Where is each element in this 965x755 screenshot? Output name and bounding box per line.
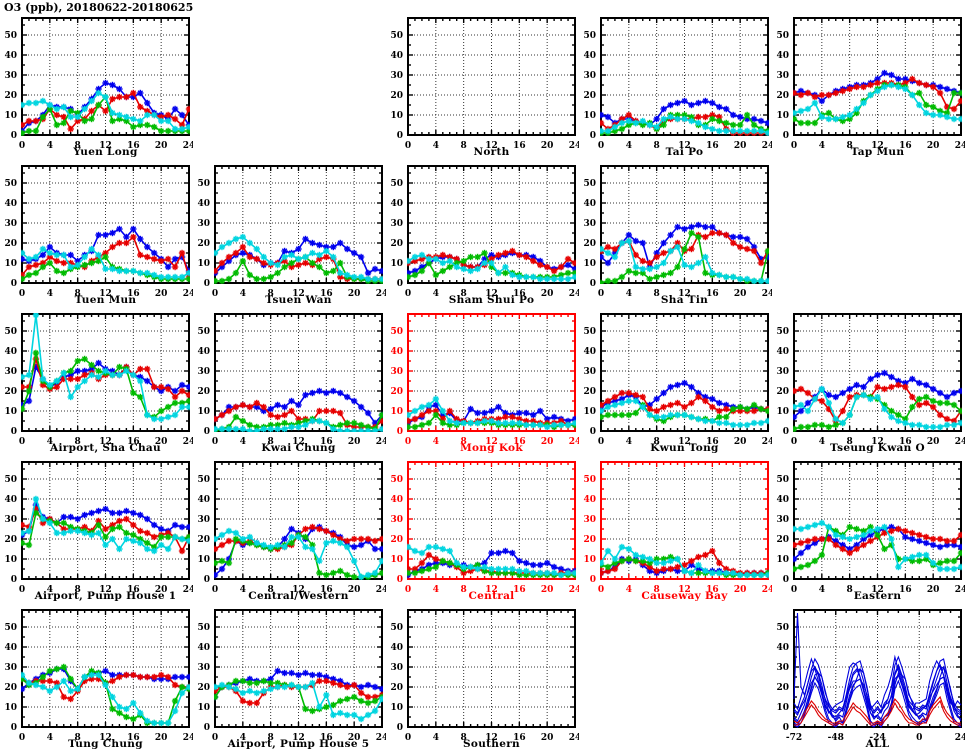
tai-po-chart-canvas	[579, 15, 772, 163]
subplot-central: Central	[386, 459, 579, 607]
tung-chung-chart-canvas	[0, 607, 193, 755]
subplot-title-north: North	[473, 146, 510, 158]
central-chart-canvas	[386, 459, 579, 607]
airport-sha-chau-chart-canvas	[0, 311, 193, 459]
subplot-title-tseung-kwan-o: Tseung Kwan O	[829, 442, 925, 454]
mong-kok-chart-canvas	[386, 311, 579, 459]
sha-tin-chart-canvas	[579, 163, 772, 311]
subplot-title-eastern: Eastern	[853, 590, 902, 602]
subplot-tap-mun: Tap Mun	[772, 15, 965, 163]
subplot-title-kwun-tong: Kwun Tong	[650, 442, 719, 454]
subplot-title-mong-kok: Mong Kok	[460, 442, 523, 454]
subplot-southern: Southern	[386, 607, 579, 755]
subplot-title-sham-shui-po: Sham Shui Po	[448, 294, 535, 306]
subplot-title-yuen-long: Yuen Long	[73, 146, 138, 158]
central-western-chart-canvas	[193, 459, 386, 607]
subplot-tuen-mun: Tuen Mun	[0, 163, 193, 311]
eastern-chart-canvas	[772, 459, 965, 607]
subplot-eastern: Eastern	[772, 459, 965, 607]
subplot-title-central-western: Central/Western	[248, 590, 349, 602]
subplot-title-tap-mun: Tap Mun	[850, 146, 905, 158]
subplot-causeway-bay: Causeway Bay	[579, 459, 772, 607]
subplot-title-kwai-chung: Kwai Chung	[261, 442, 336, 454]
subplot-title-southern: Southern	[463, 738, 520, 750]
subplot-title-airport-sha-chau: Airport, Sha Chau	[50, 442, 161, 454]
kwun-tong-chart-canvas	[579, 311, 772, 459]
subplot-tai-po: Tai Po	[579, 15, 772, 163]
subplot-all: ALL	[772, 607, 965, 755]
subplot-title-central: Central	[468, 590, 515, 602]
subplot-title-airport-pump-house-1: Airport, Pump House 1	[34, 590, 177, 602]
subplot-airport-pump-house-5: Airport, Pump House 5	[193, 607, 386, 755]
southern-chart-canvas	[386, 607, 579, 755]
airport-pump-house-1-chart-canvas	[0, 459, 193, 607]
all-stations-chart-canvas	[772, 607, 965, 755]
subplot-title-tai-po: Tai Po	[665, 146, 704, 158]
tsuen-wan-chart-canvas	[193, 163, 386, 311]
subplot-central-western: Central/Western	[193, 459, 386, 607]
subplot-kwun-tong: Kwun Tong	[579, 311, 772, 459]
tap-mun-chart-canvas	[772, 15, 965, 163]
kwai-chung-chart-canvas	[193, 311, 386, 459]
subplot-sha-tin: Sha Tin	[579, 163, 772, 311]
subplot-title-airport-pump-house-5: Airport, Pump House 5	[227, 738, 370, 750]
page-title: O3 (ppb), 20180622-20180625	[4, 1, 194, 14]
sham-shui-po-chart-canvas	[386, 163, 579, 311]
subplot-north: North	[386, 15, 579, 163]
subplot-title-all: ALL	[865, 738, 890, 750]
subplot-tseung-kwan-o: Tseung Kwan O	[772, 311, 965, 459]
subplot-title-tung-chung: Tung Chung	[68, 738, 143, 750]
airport-pump-house-5-chart-canvas	[193, 607, 386, 755]
subplot-tung-chung: Tung Chung	[0, 607, 193, 755]
tseung-kwan-o-chart-canvas	[772, 311, 965, 459]
subplot-title-tsuen-wan: Tsuen Wan	[265, 294, 332, 306]
subplot-kwai-chung: Kwai Chung	[193, 311, 386, 459]
subplot-title-tuen-mun: Tuen Mun	[74, 294, 137, 306]
subplot-title-sha-tin: Sha Tin	[660, 294, 709, 306]
tuen-mun-chart-canvas	[0, 163, 193, 311]
subplot-yuen-long: Yuen Long	[0, 15, 193, 163]
subplot-airport-pump-house-1: Airport, Pump House 1	[0, 459, 193, 607]
subplot-mong-kok: Mong Kok	[386, 311, 579, 459]
north-chart-canvas	[386, 15, 579, 163]
subplot-airport-sha-chau: Airport, Sha Chau	[0, 311, 193, 459]
subplot-tsuen-wan: Tsuen Wan	[193, 163, 386, 311]
subplot-title-causeway-bay: Causeway Bay	[641, 590, 728, 602]
causeway-bay-chart-canvas	[579, 459, 772, 607]
yuen-long-chart-canvas	[0, 15, 193, 163]
subplot-sham-shui-po: Sham Shui Po	[386, 163, 579, 311]
